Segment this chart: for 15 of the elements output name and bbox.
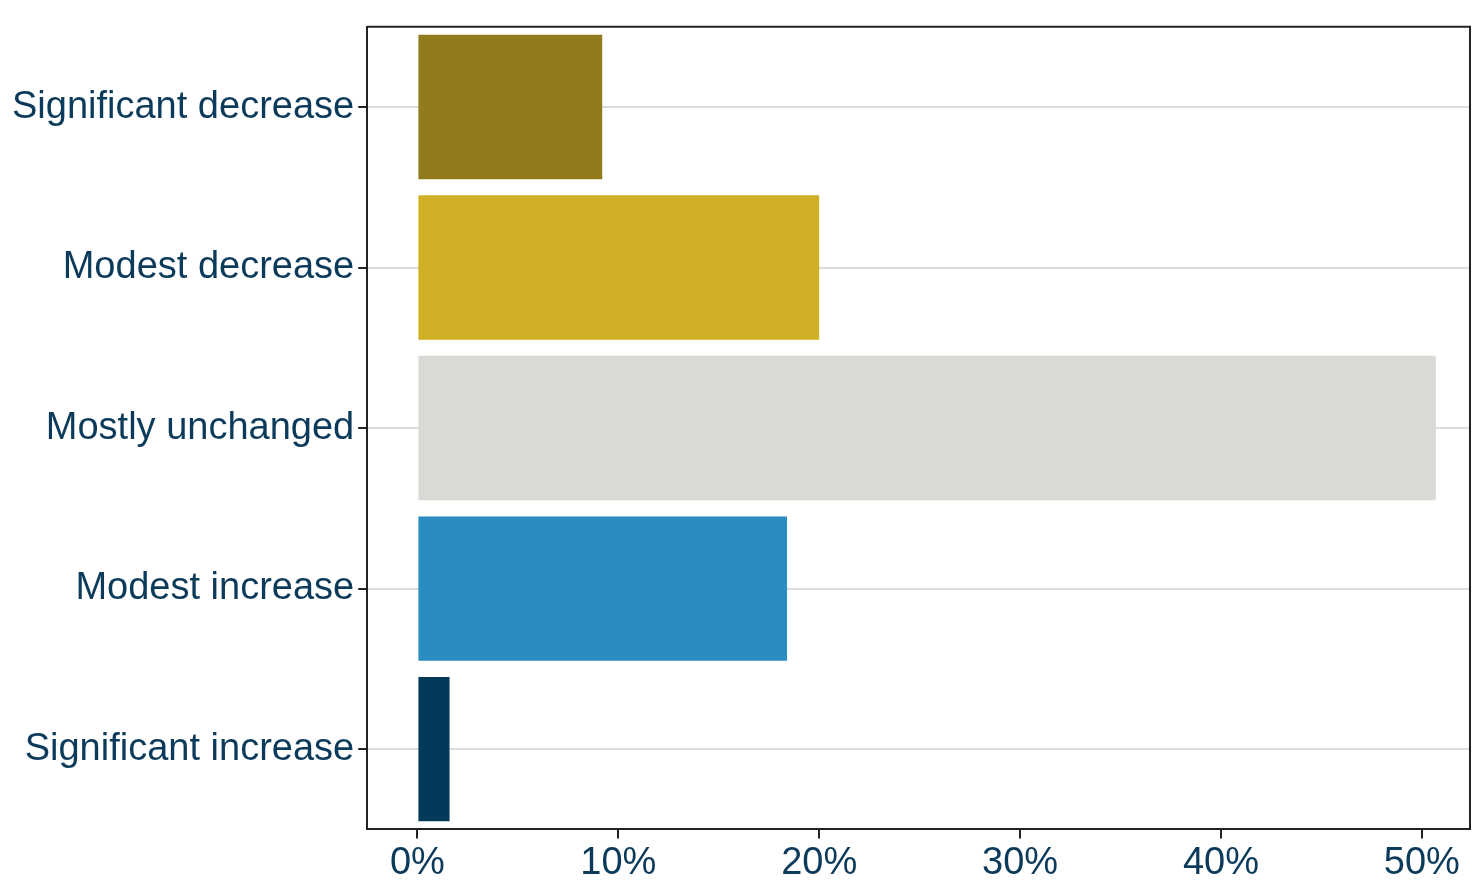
y-tick-label: Mostly unchanged xyxy=(45,404,355,447)
x-tick-label: 0% xyxy=(389,839,445,882)
y-tick-label: Significant decrease xyxy=(11,83,355,126)
bar xyxy=(418,676,450,822)
y-tick-label: Significant increase xyxy=(24,725,355,768)
x-tick-label: 20% xyxy=(781,839,858,882)
x-tick-label: 10% xyxy=(580,839,657,882)
x-tick-label: 40% xyxy=(1182,839,1259,882)
x-tick-label: 50% xyxy=(1383,839,1460,882)
bar xyxy=(418,34,603,180)
x-tick-label: 30% xyxy=(982,839,1059,882)
y-tick-label: Modest increase xyxy=(75,565,355,608)
bar xyxy=(418,516,788,661)
bar xyxy=(418,195,820,340)
y-tick-label: Modest decrease xyxy=(62,244,355,287)
